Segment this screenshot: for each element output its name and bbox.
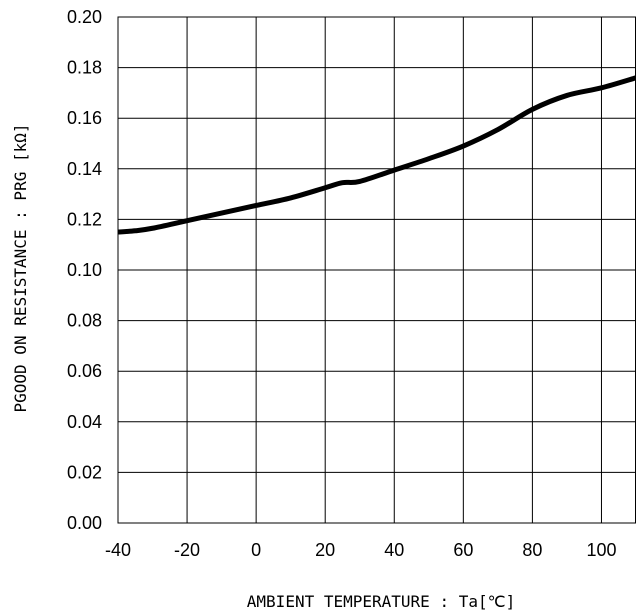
x-tick-label: 20	[315, 540, 335, 560]
y-tick-label: 0.20	[67, 7, 102, 27]
y-tick-label: 0.14	[67, 159, 102, 179]
y-axis-ticks: 0.00 0.02 0.04 0.06 0.08 0.10 0.12 0.14 0.16 0.18…	[67, 7, 102, 533]
y-tick-label: 0.06	[67, 361, 102, 381]
y-tick-label: 0.04	[67, 412, 102, 432]
y-tick-label: 0.18	[67, 58, 102, 78]
y-tick-label: 0.10	[67, 260, 102, 280]
y-tick-label: 0.00	[67, 513, 102, 533]
series-line	[117, 75, 636, 235]
x-tick-label: 40	[384, 540, 404, 560]
y-tick-label: 0.02	[67, 462, 102, 482]
y-tick-label: 0.16	[67, 108, 102, 128]
y-tick-label: 0.08	[67, 311, 102, 331]
x-tick-label: 60	[453, 540, 473, 560]
x-tick-label: 80	[522, 540, 542, 560]
x-axis-ticks: -40 -20 0 20 40 60 80 100	[105, 540, 616, 560]
grid-lines	[117, 16, 636, 524]
x-tick-label: -40	[105, 540, 131, 560]
y-tick-label: 0.12	[67, 209, 102, 229]
y-axis-label: PGOOD ON RESISTANCE : PRG [kΩ]	[11, 124, 30, 413]
x-axis-label: AMBIENT TEMPERATURE : Ta[℃]	[247, 592, 515, 611]
series-group	[117, 75, 636, 235]
x-tick-label: 100	[586, 540, 616, 560]
x-tick-label: -20	[174, 540, 200, 560]
x-tick-label: 0	[251, 540, 261, 560]
